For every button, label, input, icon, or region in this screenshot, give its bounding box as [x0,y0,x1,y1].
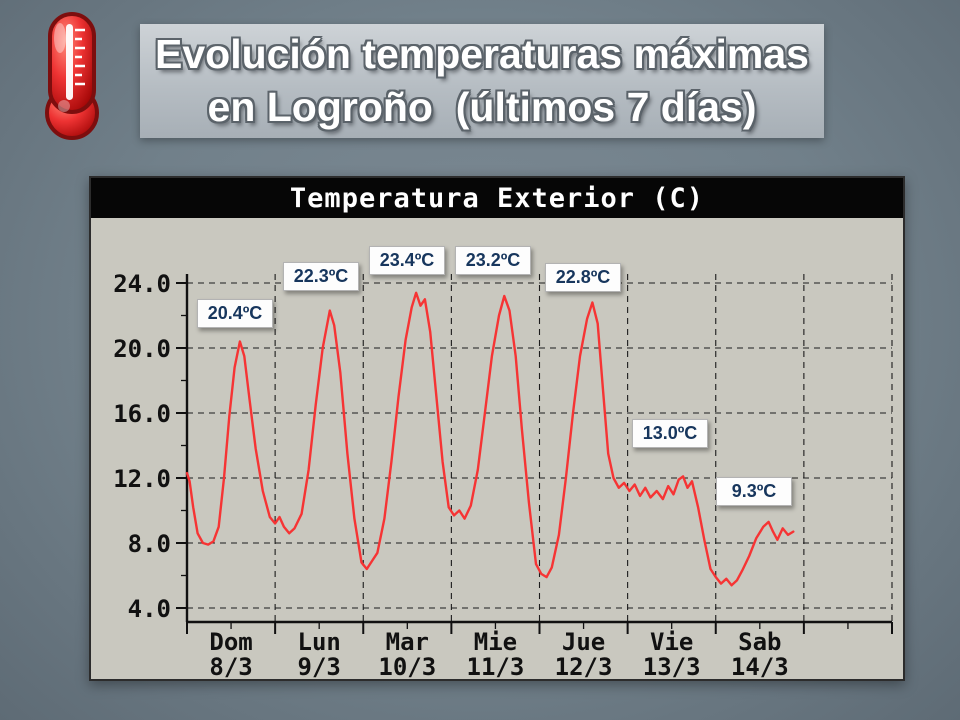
chart-title: Temperatura Exterior (C) [91,178,903,218]
svg-text:14/3: 14/3 [731,653,789,679]
svg-text:16.0: 16.0 [113,400,171,428]
svg-text:20.0: 20.0 [113,335,171,363]
title-banner: Evolución temperaturas máximas en Logroñ… [140,24,824,138]
svg-text:Dom: Dom [209,628,252,656]
slide-title-line1: Evolución temperaturas máximas [155,31,809,77]
svg-text:Lun: Lun [298,628,341,656]
svg-text:8.0: 8.0 [128,530,171,558]
svg-text:12/3: 12/3 [555,653,613,679]
svg-text:10/3: 10/3 [378,653,436,679]
svg-text:13/3: 13/3 [643,653,701,679]
thermometer-icon [45,12,99,140]
svg-text:9/3: 9/3 [298,653,341,679]
svg-text:Mar: Mar [386,628,429,656]
svg-text:Vie: Vie [650,628,693,656]
svg-text:24.0: 24.0 [113,270,171,298]
chart-panel: Temperatura Exterior (C) 24.0 20.0 16.0 12.… [89,176,905,681]
svg-text:8/3: 8/3 [209,653,252,679]
svg-text:4.0: 4.0 [128,595,171,623]
svg-text:Jue: Jue [562,628,605,656]
svg-text:12.0: 12.0 [113,465,171,493]
svg-text:Mie: Mie [474,628,517,656]
svg-text:11/3: 11/3 [467,653,525,679]
svg-text:Sab: Sab [738,628,781,656]
slide-title-line2: en Logroño (últimos 7 días) [207,84,757,130]
